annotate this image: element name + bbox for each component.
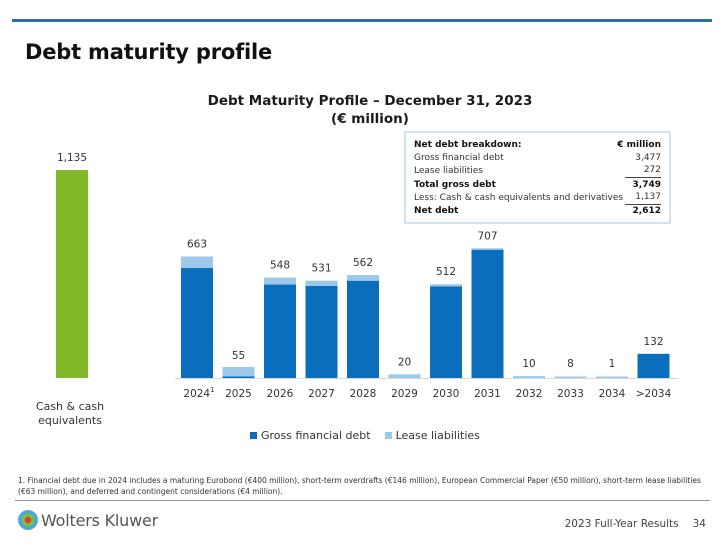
tick-label-after-2034: >2034	[636, 388, 672, 400]
chart-title: Debt Maturity Profile – December 31, 202…	[200, 92, 540, 128]
legend-label: Lease liabilities	[395, 429, 480, 442]
data-label-2026: 548	[270, 260, 290, 272]
page-title: Debt maturity profile	[25, 40, 273, 64]
data-label-2032: 10	[522, 358, 535, 370]
breakdown-row: Total gross debt 3,749	[414, 179, 661, 192]
breakdown-header: Net debt breakdown: € million	[414, 139, 661, 152]
bar-lease-2033	[554, 376, 587, 378]
data-label-2028: 562	[353, 257, 373, 269]
chart-legend: Gross financial debt Lease liabilities	[250, 429, 480, 442]
data-label-2031: 707	[477, 230, 497, 242]
footnote-rule	[15, 500, 710, 501]
breakdown-row: Less: Cash & cash equivalents and deriva…	[414, 192, 661, 205]
chart-subtitle: (€ million)	[331, 111, 409, 127]
breakdown-header-unit: € million	[617, 140, 661, 150]
legend-item-lease-liabilities: Lease liabilities	[384, 429, 480, 442]
breakdown-row-label: Net debt	[414, 205, 459, 216]
data-label-after-2034: 132	[643, 336, 663, 348]
bar-gross-after-2034	[637, 353, 670, 378]
tick-label-2026: 2026	[267, 388, 294, 400]
footnote: 1. Financial debt due in 2024 includes a…	[18, 476, 701, 496]
legend-item-gross-financial-debt: Gross financial debt	[250, 429, 371, 442]
footnote-superscript: 1	[210, 386, 214, 394]
debt-maturity-chart: 1,135 663 20241 55 2025 548 2026 531 2027 562 2028…	[56, 152, 678, 400]
data-label-2029: 20	[398, 356, 411, 368]
cash-category-label: Cash & cash equivalents	[30, 400, 110, 428]
bar-lease-2027	[305, 280, 338, 286]
breakdown-row-label: Gross financial debt	[414, 153, 504, 164]
legend-swatch-lease	[384, 432, 392, 439]
breakdown-row: Net debt 2,612	[414, 205, 661, 218]
data-label-2027: 531	[311, 263, 331, 275]
bar-lease-2029	[388, 374, 421, 378]
tick-label-2032: 2032	[516, 388, 543, 400]
bar-lease-2034	[596, 376, 628, 378]
wolters-kluwer-globe-icon	[18, 510, 38, 530]
breakdown-row-value: 2,612	[632, 205, 661, 216]
breakdown-row: Lease liabilities 272	[414, 165, 661, 179]
cash-label-line1: Cash & cash	[35, 400, 105, 413]
tick-label-2029: 2029	[391, 388, 418, 400]
breakdown-header-label: Net debt breakdown:	[414, 140, 522, 150]
data-label-2034: 1	[609, 358, 616, 370]
data-label-2024: 663	[187, 238, 207, 250]
data-label-cash: 1,135	[57, 152, 87, 164]
breakdown-row-value: 272	[625, 165, 661, 179]
top-rule	[12, 19, 712, 22]
bar-lease-2024	[181, 256, 213, 269]
bar-gross-2028	[347, 280, 379, 378]
data-label-2033: 8	[567, 358, 574, 370]
bar-gross-2026	[264, 284, 296, 378]
breakdown-row-label: Lease liabilities	[414, 166, 483, 177]
chart-title-main: Debt Maturity Profile – December 31, 202…	[207, 93, 533, 109]
bar-lease-2025	[222, 366, 255, 377]
data-label-2025: 55	[232, 350, 245, 362]
bar-lease-2032	[513, 376, 545, 378]
bar-gross-2024	[181, 268, 213, 378]
bar-gross-2031	[471, 249, 504, 378]
tick-label-2031: 2031	[474, 388, 501, 400]
brand-logo: Wolters Kluwer	[18, 510, 158, 530]
bar-lease-2031	[471, 248, 504, 250]
tick-label-2028: 2028	[350, 388, 377, 400]
tick-label-2027: 2027	[308, 388, 335, 400]
bar-lease-2026	[264, 277, 296, 285]
breakdown-row: Gross financial debt 3,477	[414, 152, 661, 165]
data-label-2030: 512	[436, 266, 456, 278]
bar-gross-2030	[430, 286, 462, 378]
net-debt-breakdown-table: Net debt breakdown: € million Gross fina…	[404, 131, 671, 224]
breakdown-row-value: 3,477	[635, 153, 661, 164]
page-number: 34	[692, 518, 706, 530]
bar-gross-2027	[305, 285, 338, 378]
bar-cash	[56, 170, 88, 378]
tick-label-2030: 2030	[433, 388, 460, 400]
breakdown-row-value: 3,749	[632, 179, 661, 190]
brand-name: Wolters Kluwer	[41, 510, 159, 530]
tick-label-2034: 2034	[599, 388, 626, 400]
cash-label-line2: equivalents	[38, 414, 102, 427]
legend-swatch-gross	[250, 432, 257, 439]
legend-label: Gross financial debt	[261, 429, 371, 442]
bar-lease-2030	[430, 284, 462, 287]
tick-label-2025: 2025	[225, 388, 252, 400]
breakdown-row-value: 1,137	[625, 192, 661, 205]
tick-label-2033: 2033	[557, 388, 584, 400]
bar-gross-2025	[222, 376, 255, 378]
footer: 2023 Full-Year Results 34	[565, 518, 706, 530]
footer-label: 2023 Full-Year Results	[564, 518, 679, 530]
breakdown-row-label: Total gross debt	[414, 179, 496, 190]
breakdown-row-label: Less: Cash & cash equivalents and deriva…	[414, 192, 624, 203]
tick-label-2024: 20241	[183, 386, 214, 400]
bar-lease-2028	[347, 275, 379, 281]
